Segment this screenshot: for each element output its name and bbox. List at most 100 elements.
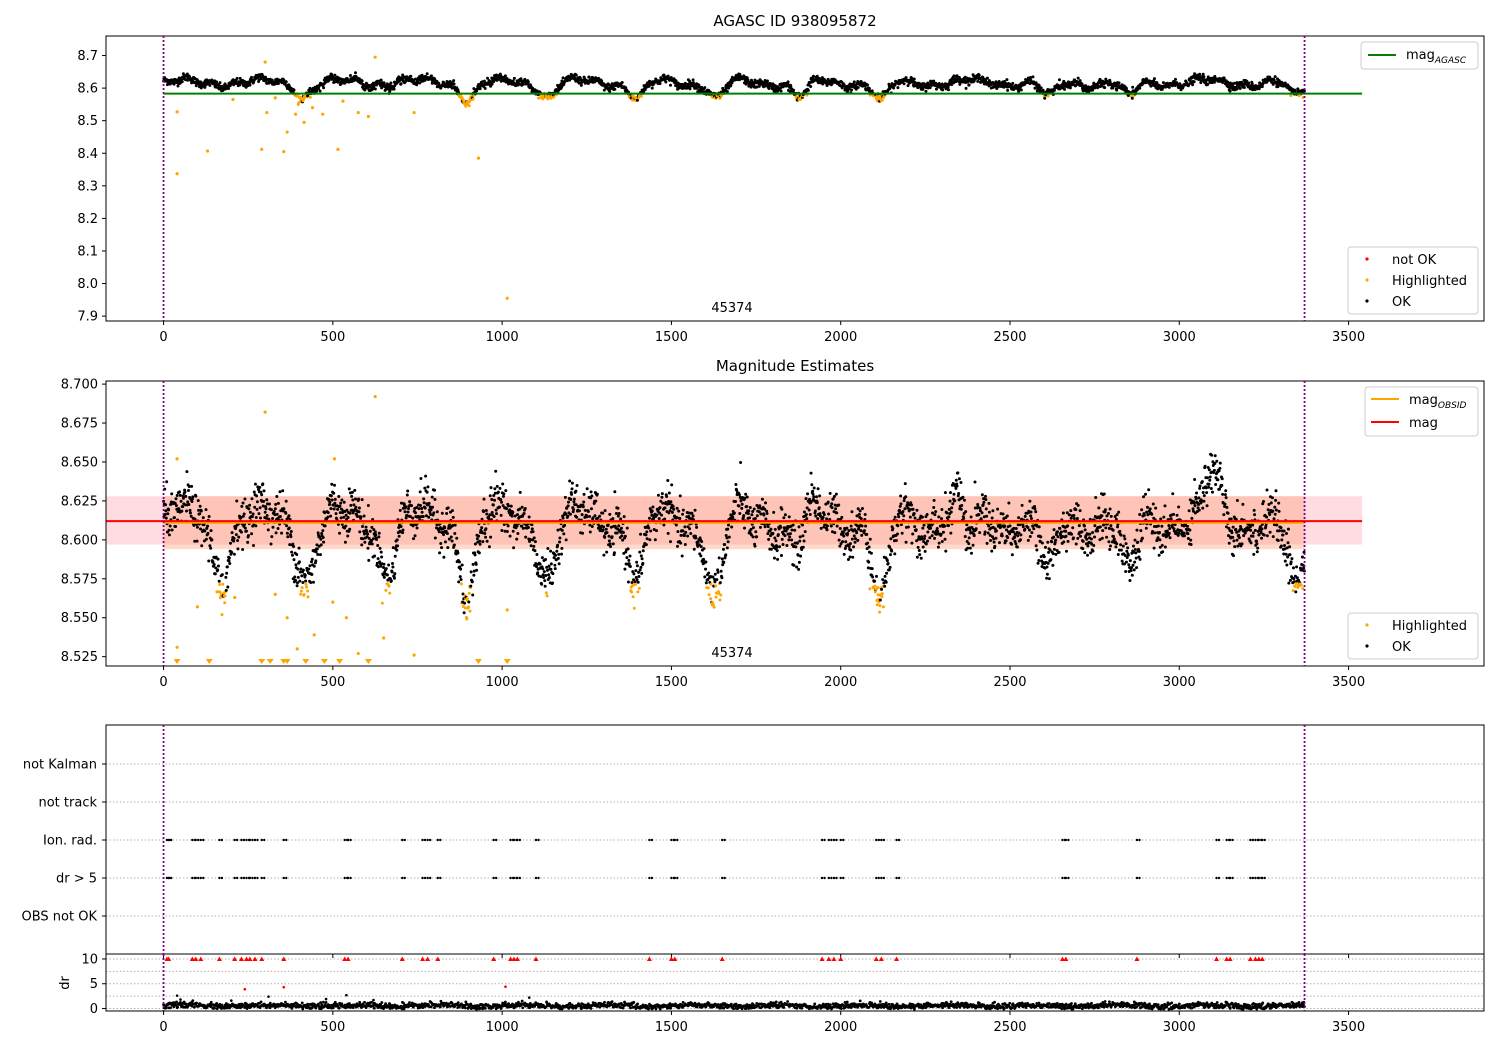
highlighted-outlier bbox=[282, 150, 286, 154]
ok-point bbox=[227, 556, 231, 560]
ok-point bbox=[274, 502, 278, 506]
ok-point bbox=[509, 504, 513, 508]
ok-point bbox=[850, 510, 854, 514]
ok-point bbox=[764, 517, 768, 521]
ok-point bbox=[581, 531, 585, 535]
ok-point bbox=[430, 495, 434, 499]
ok-point bbox=[332, 507, 336, 511]
ok-point bbox=[625, 526, 629, 530]
ok-point bbox=[773, 536, 777, 540]
ok-point bbox=[702, 547, 706, 551]
ok-point bbox=[815, 495, 819, 499]
ok-point bbox=[230, 531, 234, 535]
ok-point bbox=[774, 539, 778, 543]
highlighted-point bbox=[462, 99, 466, 103]
ok-point bbox=[860, 524, 864, 528]
ok-point bbox=[523, 506, 527, 510]
ok-point bbox=[608, 512, 612, 516]
ok-point bbox=[395, 548, 399, 552]
highlighted-point bbox=[709, 597, 713, 601]
ok-point bbox=[195, 539, 199, 543]
ok-point bbox=[376, 557, 380, 561]
highlighted-point bbox=[471, 97, 475, 101]
ok-point bbox=[216, 557, 220, 561]
ok-point bbox=[564, 538, 568, 542]
highlighted-point bbox=[880, 98, 884, 102]
ok-point bbox=[380, 555, 384, 559]
ok-point bbox=[716, 570, 720, 574]
ok-point bbox=[627, 558, 631, 562]
ok-point bbox=[772, 510, 776, 514]
ok-point bbox=[401, 531, 405, 535]
ok-point bbox=[354, 497, 358, 501]
ok-point bbox=[566, 514, 570, 518]
ok-point bbox=[734, 500, 738, 504]
ok-point bbox=[764, 501, 768, 505]
ok-point bbox=[751, 535, 755, 539]
ok-point bbox=[658, 506, 662, 510]
ok-point bbox=[254, 516, 258, 520]
ok-point bbox=[941, 88, 945, 92]
ok-point bbox=[210, 538, 214, 542]
ok-point bbox=[601, 528, 605, 532]
ok-point bbox=[864, 524, 868, 528]
ok-point bbox=[719, 569, 723, 573]
ok-point bbox=[346, 534, 350, 538]
ok-point bbox=[815, 501, 819, 505]
ok-point bbox=[393, 84, 397, 88]
ok-point bbox=[964, 86, 968, 90]
ok-point bbox=[810, 483, 814, 487]
ok-point bbox=[563, 523, 567, 527]
ok-point bbox=[1103, 86, 1107, 90]
highlighted-outlier bbox=[321, 112, 325, 116]
highlighted-outlier bbox=[476, 156, 481, 160]
ok-point bbox=[726, 540, 730, 544]
highlighted-point bbox=[388, 591, 392, 595]
highlighted-outlier bbox=[265, 110, 269, 115]
ok-point bbox=[811, 489, 815, 493]
ok-point bbox=[859, 517, 863, 521]
ok-point bbox=[489, 486, 493, 490]
ok-point bbox=[326, 515, 330, 519]
panel2-title: Magnitude Estimates bbox=[716, 357, 874, 375]
ok-point bbox=[883, 574, 887, 578]
ok-point bbox=[912, 512, 916, 516]
ok-point bbox=[739, 461, 743, 465]
ok-point bbox=[384, 567, 388, 571]
ok-point bbox=[332, 491, 336, 495]
ok-point bbox=[594, 499, 598, 503]
ok-point bbox=[462, 611, 466, 615]
ok-point bbox=[670, 510, 674, 514]
ok-point bbox=[306, 94, 310, 98]
ok-point bbox=[868, 537, 872, 541]
ok-point bbox=[203, 529, 207, 533]
ok-point bbox=[285, 531, 289, 535]
ok-point bbox=[805, 517, 809, 521]
ok-point bbox=[607, 534, 611, 538]
x-tick-label: 500 bbox=[320, 330, 345, 345]
ok-point bbox=[893, 515, 897, 519]
ok-point bbox=[333, 497, 337, 501]
ok-point bbox=[603, 535, 607, 539]
highlighted-point bbox=[718, 598, 722, 602]
ok-point bbox=[533, 540, 537, 544]
ok-point bbox=[540, 556, 544, 560]
ok-point bbox=[902, 499, 906, 503]
ok-point bbox=[426, 485, 430, 489]
ok-point bbox=[686, 534, 690, 538]
ok-point bbox=[319, 543, 323, 547]
ok-point bbox=[667, 491, 671, 495]
ok-point bbox=[932, 505, 936, 509]
ok-point bbox=[339, 516, 343, 520]
ok-point bbox=[236, 539, 240, 543]
ok-point bbox=[900, 531, 904, 535]
ok-point bbox=[704, 560, 708, 564]
ok-point bbox=[695, 525, 699, 529]
ok-point bbox=[432, 511, 436, 515]
panel1-annotation: 45374 bbox=[711, 301, 752, 316]
ok-point bbox=[579, 83, 583, 87]
ok-point bbox=[241, 548, 245, 552]
ok-point bbox=[765, 511, 769, 515]
ok-point bbox=[916, 545, 920, 549]
ok-point bbox=[752, 507, 756, 511]
